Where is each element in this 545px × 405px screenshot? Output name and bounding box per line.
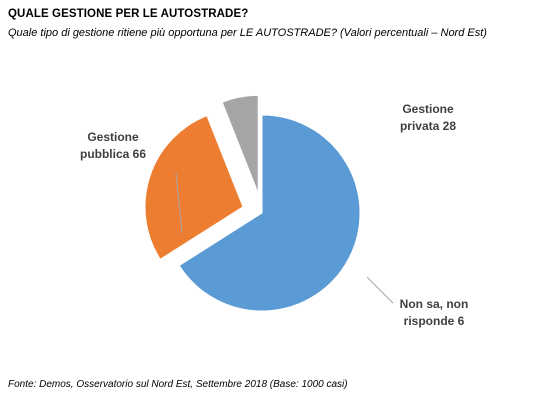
data-label-gestione-pubblica: Gestione pubblica 66	[80, 130, 146, 161]
chart-title: QUALE GESTIONE PER LE AUTOSTRADE?	[8, 8, 249, 20]
chart-subtitle: Quale tipo di gestione ritiene più oppor…	[8, 27, 487, 39]
data-label-non-sa-non-risponde: Non sa, non risponde 6	[400, 297, 469, 328]
leader-line	[175, 172, 183, 234]
leader-line	[366, 276, 394, 304]
pie-slice-gestione-pubblica	[178, 114, 361, 312]
pie-labels: Gestione pubblica 66 Gestione privata 28 Non…	[80, 102, 468, 328]
label-leader-lines	[175, 172, 394, 304]
pie-slice-non-sa-non-risponde	[221, 94, 259, 194]
pie-slice-gestione-privata	[144, 115, 244, 261]
data-label-gestione-privata: Gestione privata 28	[400, 102, 456, 133]
source-note: Fonte: Demos, Osservatorio sul Nord Est,…	[8, 379, 348, 390]
pie-slices	[144, 94, 361, 312]
